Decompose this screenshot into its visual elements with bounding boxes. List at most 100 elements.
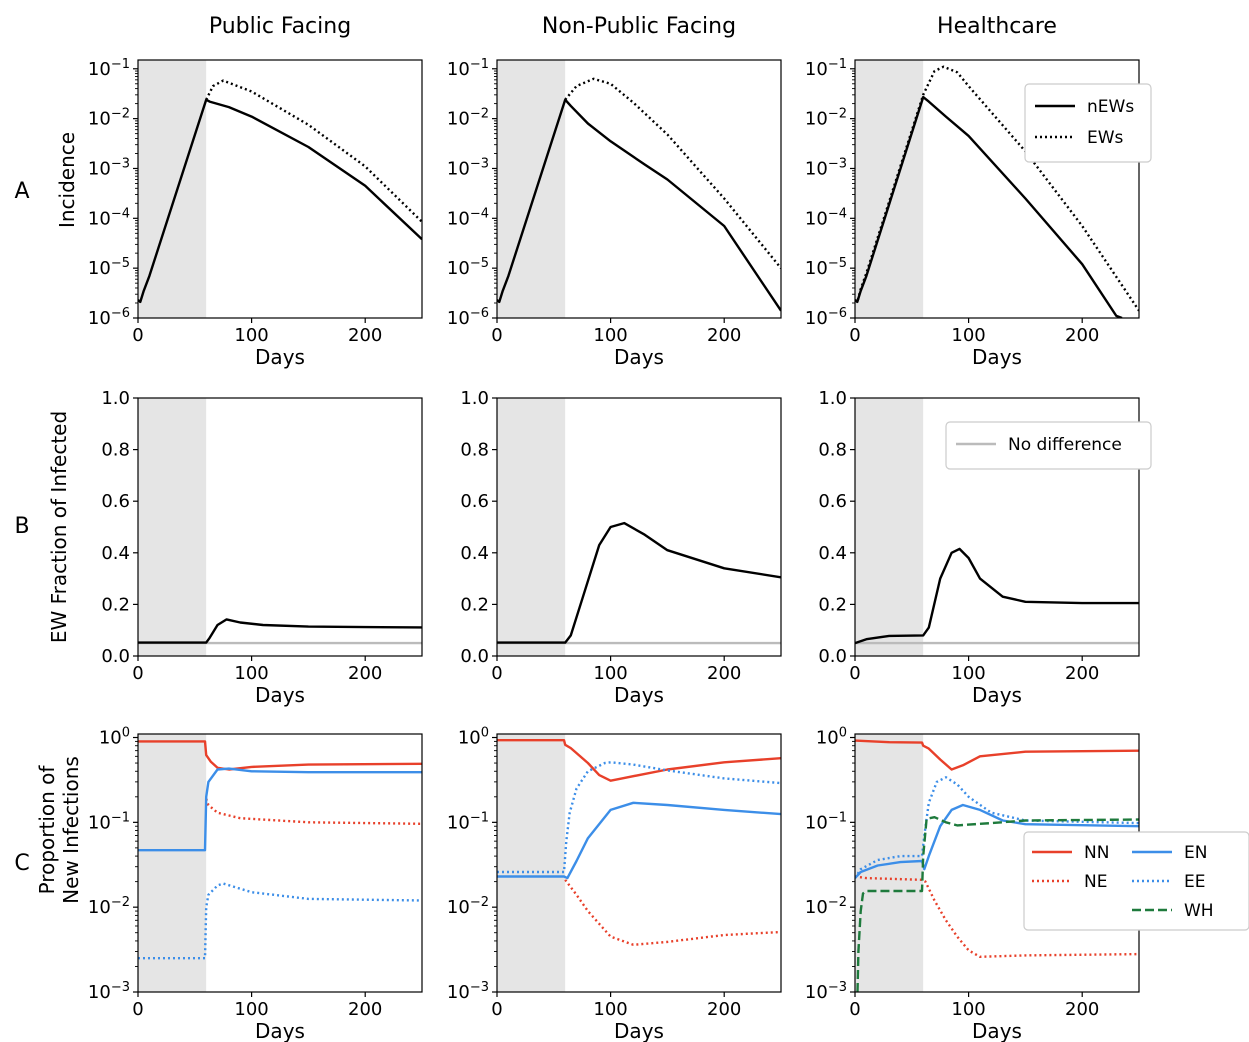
y-tick-label: 10−1 xyxy=(805,810,847,833)
x-axis-label: Days xyxy=(614,345,664,369)
series-line xyxy=(855,65,1139,312)
x-axis-label: Days xyxy=(614,1019,664,1042)
x-axis-label: Days xyxy=(972,345,1022,369)
panel-r2-c0: 0 100 200 Days 10−3 10−2 10−1 100 xyxy=(88,726,423,1042)
x-tick-label: 200 xyxy=(707,325,741,346)
legend-label: EWs xyxy=(1087,128,1124,148)
x-axis-label: Days xyxy=(614,683,664,707)
y-tick-label: 10−2 xyxy=(447,895,489,918)
y-tick-label: 10−1 xyxy=(88,57,130,80)
y-tick-label: 1.0 xyxy=(818,388,847,409)
legend-label: nEWs xyxy=(1087,97,1134,117)
y-tick-label: 10−1 xyxy=(88,810,130,833)
row-c-ylabel-line1: Proportion of xyxy=(35,765,59,895)
panel-r1-c0: 0 100 200 Days 0.0 0.2 0.4 0.6 0.8 1.0 xyxy=(101,388,423,707)
series-line xyxy=(564,77,781,269)
y-tick-label: 10−2 xyxy=(88,107,130,130)
x-tick-label: 100 xyxy=(234,663,268,684)
column-title-healthcare: Healthcare xyxy=(937,14,1057,39)
y-tick-label: 100 xyxy=(458,726,489,749)
panel-r0-c1: 0 100 200 Days 10−6 10−5 10−4 10−3 10−2 10−1 xyxy=(447,57,782,369)
series-line xyxy=(855,95,1123,318)
y-tick-label: 0.2 xyxy=(818,594,847,615)
x-tick-label: 100 xyxy=(593,999,627,1020)
y-tick-label: 10−1 xyxy=(805,57,847,80)
y-tick-label: 10−3 xyxy=(805,980,847,1003)
x-axis-label: Days xyxy=(972,683,1022,707)
x-tick-label: 0 xyxy=(132,663,143,684)
y-tick-label: 10−2 xyxy=(805,895,847,918)
legend-box xyxy=(1024,83,1152,163)
series-line xyxy=(497,521,781,644)
x-tick-label: 100 xyxy=(234,325,268,346)
series-line xyxy=(138,767,422,852)
y-tick-label: 10−4 xyxy=(805,206,847,229)
legend: nEWs EWs xyxy=(1024,83,1152,163)
series-line xyxy=(138,740,422,771)
series-line xyxy=(205,798,422,825)
x-axis-label: Days xyxy=(255,345,305,369)
shaded-interval xyxy=(497,398,566,656)
y-tick-label: 10−4 xyxy=(447,206,489,229)
series-line xyxy=(855,739,1139,771)
row-label-a: A xyxy=(14,179,29,204)
x-tick-label: 100 xyxy=(951,999,985,1020)
row-b-ylabel: EW Fraction of Infected xyxy=(47,411,71,643)
series-line xyxy=(855,803,1139,879)
legend: No difference xyxy=(945,421,1152,470)
legend-label: NN xyxy=(1084,843,1109,863)
y-tick-label: 0.4 xyxy=(101,543,130,564)
x-tick-label: 100 xyxy=(951,325,985,346)
y-tick-label: 0.6 xyxy=(818,491,847,512)
y-tick-label: 1.0 xyxy=(101,388,130,409)
panel-r0-c0: 0 100 200 Days 10−6 10−5 10−4 10−3 10−2 10−1 xyxy=(88,57,423,369)
plot-frame xyxy=(137,59,423,319)
plot-frame xyxy=(496,397,782,657)
series-line xyxy=(138,98,422,304)
x-tick-label: 200 xyxy=(707,999,741,1020)
y-tick-label: 10−2 xyxy=(447,107,489,130)
y-tick-label: 0.8 xyxy=(101,440,130,461)
row-c-ylabel-line2: New Infections xyxy=(59,756,83,904)
y-tick-label: 0.4 xyxy=(460,543,489,564)
plot-frame xyxy=(854,397,1140,657)
x-tick-label: 0 xyxy=(849,325,860,346)
legend-label: NE xyxy=(1084,872,1107,892)
x-axis-label: Days xyxy=(255,683,305,707)
series-line xyxy=(497,98,781,312)
y-tick-label: 10−2 xyxy=(805,107,847,130)
x-tick-label: 200 xyxy=(348,999,382,1020)
y-tick-label: 0.4 xyxy=(818,543,847,564)
panel-r0-c2: 0 100 200 Days 10−6 10−5 10−4 10−3 10−2 10−1 xyxy=(805,57,1140,369)
y-tick-label: 0.6 xyxy=(460,491,489,512)
shaded-interval xyxy=(138,398,207,656)
y-tick-label: 10−5 xyxy=(447,256,489,279)
x-tick-label: 100 xyxy=(951,663,985,684)
x-tick-label: 200 xyxy=(348,663,382,684)
series-line xyxy=(855,547,1139,645)
y-tick-label: 10−6 xyxy=(805,306,847,329)
x-tick-label: 0 xyxy=(491,325,502,346)
y-tick-label: 10−5 xyxy=(805,256,847,279)
x-tick-label: 100 xyxy=(234,999,268,1020)
series-line xyxy=(856,816,1139,992)
y-tick-label: 10−2 xyxy=(88,895,130,918)
y-tick-label: 0.0 xyxy=(101,646,130,667)
shaded-interval xyxy=(138,734,207,992)
plot-frame xyxy=(854,59,1140,319)
x-axis-label: Days xyxy=(972,1019,1022,1042)
column-title-non-public-facing: Non-Public Facing xyxy=(542,14,736,39)
series-line xyxy=(138,618,422,644)
x-tick-label: 0 xyxy=(132,325,143,346)
x-tick-label: 0 xyxy=(132,999,143,1020)
panel-r1-c2: 0 100 200 Days 0.0 0.2 0.4 0.6 0.8 1.0 xyxy=(818,388,1140,707)
y-tick-label: 10−5 xyxy=(88,256,130,279)
y-tick-label: 10−6 xyxy=(88,306,130,329)
row-label-c: C xyxy=(14,851,29,876)
y-tick-label: 0.2 xyxy=(101,594,130,615)
row-label-b: B xyxy=(14,514,29,539)
plot-frame xyxy=(496,733,782,993)
column-title-public-facing: Public Facing xyxy=(209,14,351,39)
y-tick-label: 0.8 xyxy=(818,440,847,461)
